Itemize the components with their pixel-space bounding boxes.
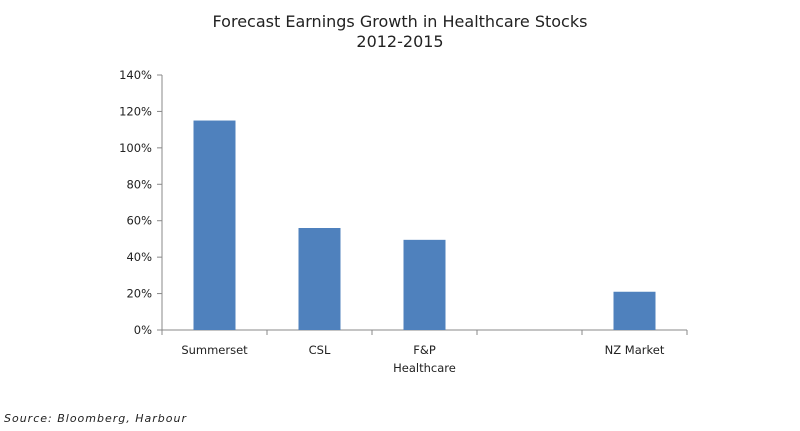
bar-nz-market [613, 291, 656, 330]
x-tick-label: F&P [413, 343, 436, 357]
y-tick-label: 100% [119, 141, 152, 155]
y-tick-label: 20% [126, 287, 152, 301]
x-tick-label: NZ Market [605, 343, 665, 357]
y-tick-label: 120% [119, 104, 152, 118]
bar-summerset [193, 120, 236, 331]
bar-csl [298, 228, 341, 330]
y-tick-label: 40% [126, 250, 152, 264]
chart-subtitle: 2012-2015 [356, 32, 444, 51]
chart-title: Forecast Earnings Growth in Healthcare S… [0, 12, 800, 52]
chart-title-main: Forecast Earnings Growth in Healthcare S… [212, 12, 588, 31]
y-tick-label: 60% [126, 214, 152, 228]
bar-f-p-healthcare [403, 239, 446, 330]
y-tick-label: 80% [126, 177, 152, 191]
y-tick-label: 140% [119, 68, 152, 82]
source-note: Source: Bloomberg, Harbour [4, 412, 187, 425]
x-tick-label: Summerset [181, 343, 248, 357]
x-tick-label: Healthcare [393, 361, 456, 375]
x-tick-label: CSL [309, 343, 331, 357]
y-tick-label: 0% [134, 323, 152, 337]
